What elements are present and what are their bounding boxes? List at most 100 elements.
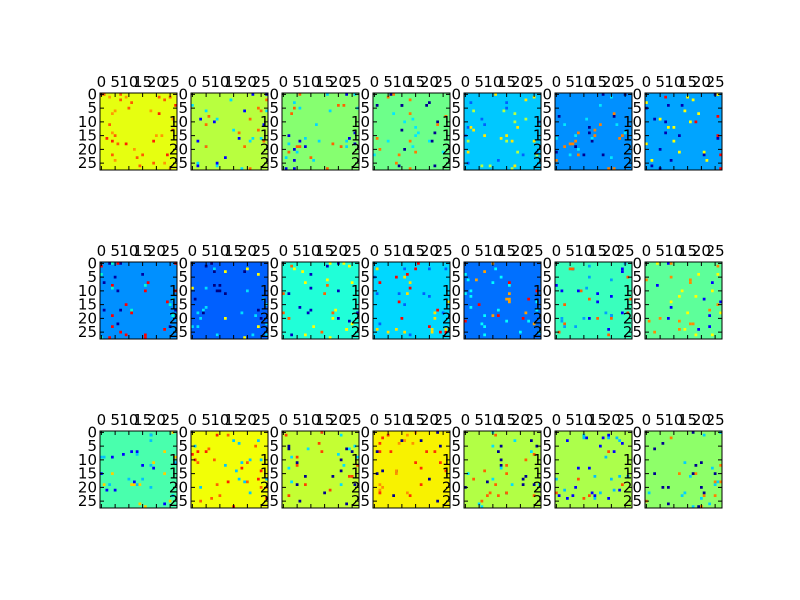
speckle-cell [601, 153, 605, 157]
x-tick-label: 15 [497, 242, 516, 260]
y-tick-label: 5 [451, 437, 461, 455]
y-tick-label: 25 [533, 323, 552, 341]
y-tick-label: 15 [442, 296, 461, 314]
speckle-cell [152, 466, 155, 470]
speckle-cell [669, 275, 673, 279]
speckle-cell [166, 300, 169, 304]
speckle-cell [400, 104, 404, 107]
y-tick-label: 15 [169, 465, 188, 483]
x-tick-label: 5 [565, 411, 575, 429]
speckle-cell [265, 98, 268, 102]
speckle-cell [375, 104, 379, 107]
speckle-cell [331, 317, 335, 320]
speckle-cell [469, 306, 473, 309]
y-tick-label: 0 [542, 85, 552, 103]
speckle-cell [135, 483, 139, 486]
speckle-cell [284, 156, 288, 159]
y-tick-label: 0 [178, 254, 188, 272]
y-tick-label: 15 [351, 296, 370, 314]
speckle-cell [653, 330, 656, 334]
speckle-cell [621, 270, 624, 273]
x-tick-label: 10 [664, 242, 683, 260]
x-tick-label: 15 [406, 242, 425, 260]
speckle-cell [124, 95, 128, 99]
speckle-cell [719, 311, 722, 315]
speckle-cell [141, 273, 144, 276]
speckle-cell [259, 137, 263, 140]
speckle-cell [348, 475, 351, 478]
speckle-cell [119, 98, 122, 102]
speckle-cell [563, 145, 566, 148]
speckle-cell [163, 472, 166, 475]
speckle-cell [702, 433, 706, 437]
speckle-cell [113, 109, 117, 113]
speckle-cell [295, 464, 299, 467]
y-tick-label: 10 [78, 282, 97, 300]
speckle-cell [694, 472, 698, 475]
y-tick-label: 5 [360, 437, 370, 455]
speckle-cell [243, 109, 246, 113]
speckle-cell [444, 115, 448, 118]
y-tick-label: 0 [178, 423, 188, 441]
speckle-cell [397, 292, 401, 295]
y-tick-label: 10 [533, 451, 552, 469]
speckle-cell [204, 109, 208, 113]
speckle-cell [497, 308, 500, 312]
speckle-cell [397, 300, 401, 304]
speckle-cell [257, 273, 260, 276]
speckle-cell [262, 139, 266, 143]
speckle-cell [436, 123, 439, 126]
speckle-cell [193, 458, 197, 462]
y-tick-label: 0 [360, 254, 370, 272]
speckle-cell [557, 115, 561, 118]
speckle-cell [464, 319, 467, 323]
speckle-cell [130, 483, 133, 486]
panel-frame [99, 92, 178, 171]
y-tick-label: 10 [442, 113, 461, 131]
speckle-cell [645, 142, 648, 146]
y-tick-label: 0 [87, 85, 97, 103]
speckle-cell [419, 466, 423, 470]
speckle-cell [711, 281, 714, 284]
speckle-cell [119, 93, 122, 96]
speckle-cell [691, 472, 695, 475]
speckle-cell [535, 153, 539, 157]
speckle-cell [141, 477, 144, 481]
speckle-cell [135, 156, 139, 159]
speckle-cell [521, 317, 525, 320]
y-tick-label: 20 [260, 478, 279, 496]
speckle-cell [574, 139, 577, 143]
speckle-cell [582, 497, 586, 500]
x-tick-label: 0 [370, 411, 380, 429]
speckle-cell [588, 275, 591, 279]
speckle-cell [683, 328, 687, 331]
speckle-cell [191, 286, 194, 290]
speckle-cell [309, 273, 313, 276]
x-tick-label: 5 [292, 242, 302, 260]
speckle-cell [243, 480, 246, 484]
speckle-cell [111, 455, 114, 459]
speckle-cell [257, 439, 260, 442]
speckle-cell [645, 101, 648, 104]
speckle-cell [375, 292, 379, 295]
y-tick-label: 20 [623, 140, 642, 158]
speckle-cell [146, 281, 150, 284]
speckle-cell [419, 439, 423, 442]
y-tick-label: 25 [442, 492, 461, 510]
speckle-cell [477, 303, 481, 306]
speckle-cell [378, 148, 382, 151]
y-tick-label: 10 [169, 282, 188, 300]
speckle-cell [317, 442, 321, 445]
speckle-cell [612, 112, 616, 115]
speckle-cell [585, 436, 588, 440]
y-tick-label: 15 [351, 465, 370, 483]
speckle-cell [607, 436, 610, 440]
speckle-cell [262, 297, 266, 301]
speckle-cell [265, 109, 268, 113]
y-tick-label: 25 [533, 492, 552, 510]
speckle-cell [408, 98, 412, 102]
speckle-cell [375, 137, 379, 140]
speckle-cell [259, 109, 263, 113]
speckle-cell [193, 444, 197, 448]
